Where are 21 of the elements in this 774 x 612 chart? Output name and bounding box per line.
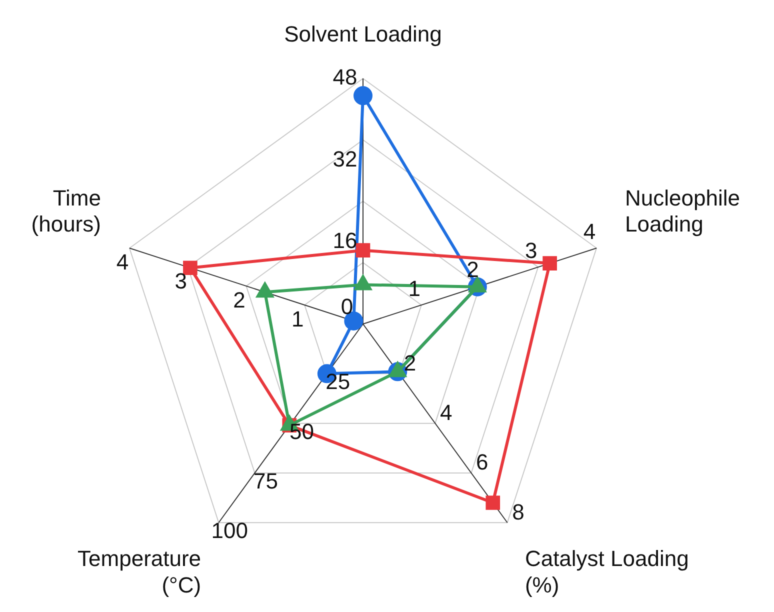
text: 100: [211, 518, 248, 544]
text: 3: [174, 268, 188, 294]
spoke-label: Temperature (°C): [78, 546, 202, 598]
spoke-label: Time (hours): [31, 185, 101, 237]
text: 1: [292, 306, 304, 332]
spoke-label: Solvent Loading: [284, 21, 442, 46]
text: 25: [326, 369, 350, 394]
spoke-label: Catalyst Loading (%): [524, 546, 689, 598]
text: 6: [476, 450, 488, 475]
text: 3: [525, 238, 538, 263]
text: 48: [332, 64, 358, 90]
text: 4: [116, 249, 129, 274]
text: 75: [253, 468, 278, 494]
text: 8: [512, 499, 524, 524]
text: 4: [440, 400, 452, 425]
spoke-label: Nucleophile Loading: [625, 185, 740, 237]
text: 2: [233, 287, 246, 312]
text: 4: [583, 218, 596, 244]
text: 0: [340, 294, 354, 320]
text: 32: [332, 146, 358, 172]
text: 2: [466, 256, 479, 282]
